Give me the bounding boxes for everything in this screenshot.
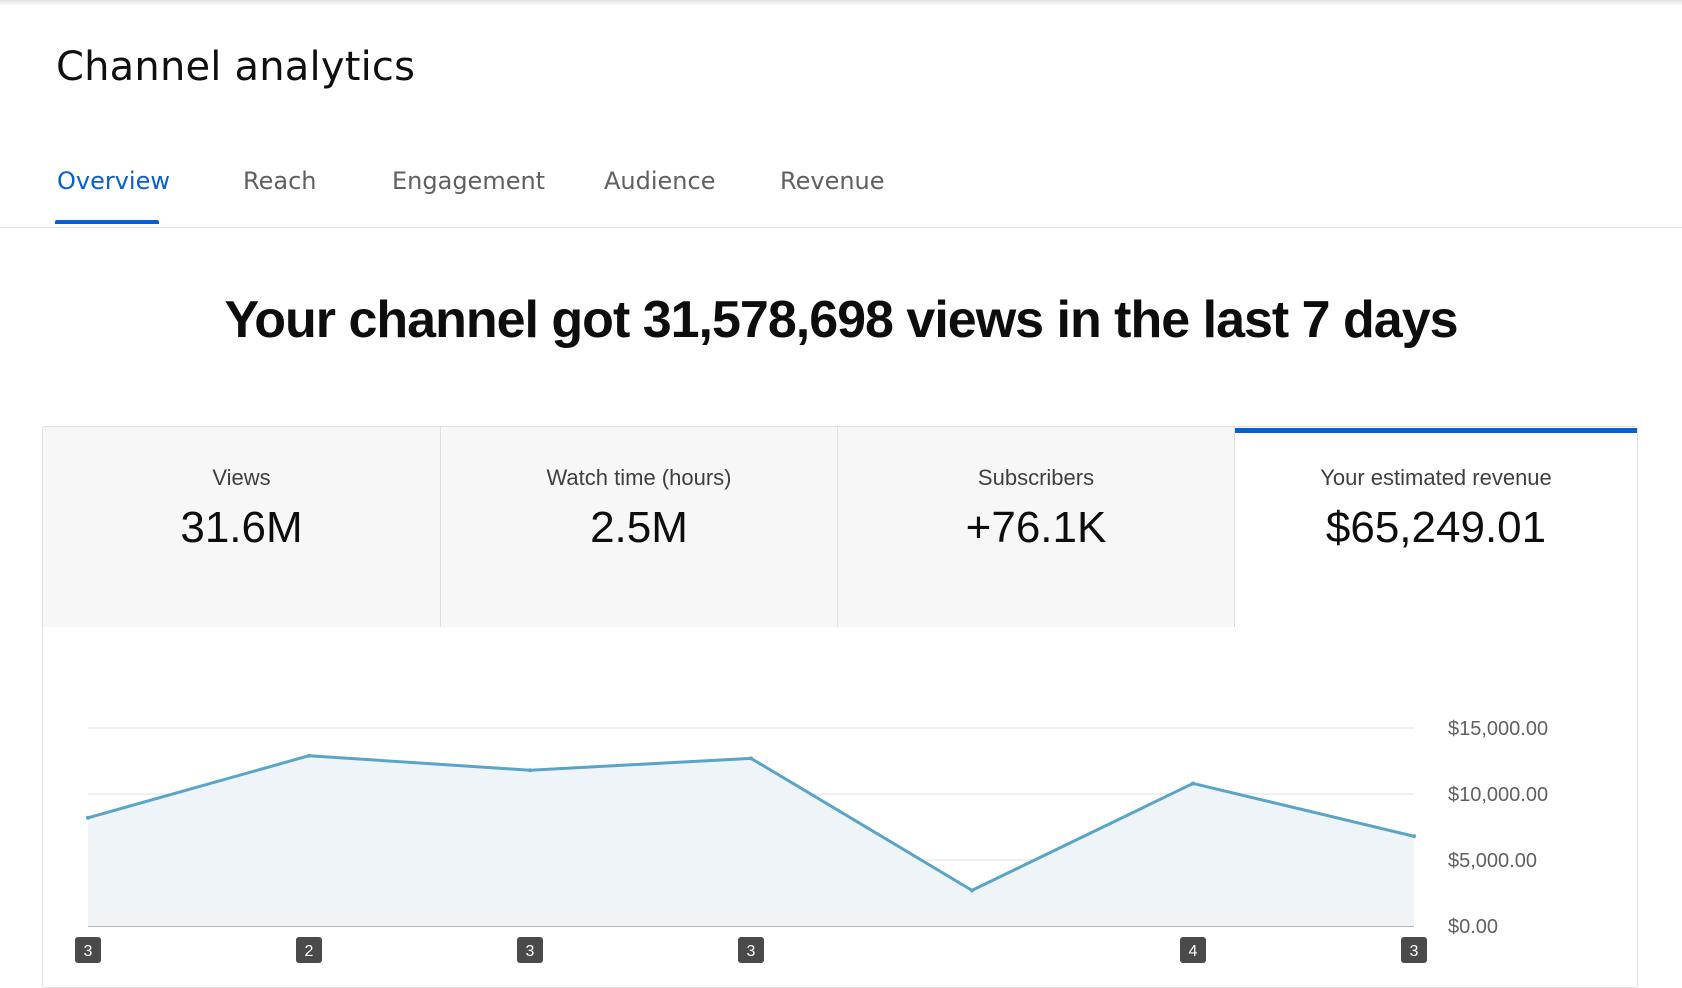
revenue-point <box>86 815 90 820</box>
revenue-point <box>749 756 753 761</box>
metric-value-subscribers: +76.1K <box>965 503 1107 552</box>
y-tick-label: $15,000.00 <box>1448 718 1548 740</box>
metric-tab-estimated-revenue[interactable]: Your estimated revenue $65,249.01 <box>1235 427 1637 627</box>
revenue-point <box>1191 781 1195 786</box>
revenue-chart: $0.00 $5,000.00 $10,000.00 $15,000.00 3 2 3 3 4 3 <box>75 718 1548 963</box>
video-count-marker <box>296 937 322 963</box>
metric-value-views: 31.6M <box>180 503 303 552</box>
metric-tab-views[interactable]: Views 31.6M <box>43 427 441 627</box>
video-count-label: 3 <box>747 943 756 960</box>
metric-value-watch-time: 2.5M <box>590 503 688 552</box>
metric-value-estimated-revenue: $65,249.01 <box>1325 503 1547 552</box>
metrics-card: Views 31.6M Watch time (hours) 2.5M Subs… <box>42 426 1638 988</box>
revenue-area <box>88 755 1414 926</box>
active-tab-indicator <box>55 220 159 224</box>
revenue-point <box>528 768 532 773</box>
tab-reach[interactable]: Reach <box>243 167 317 195</box>
metric-label-watch-time: Watch time (hours) <box>546 465 732 490</box>
y-tick-label: $5,000.00 <box>1448 850 1537 872</box>
tab-overview[interactable]: Overview <box>57 167 170 195</box>
video-count-marker <box>75 937 101 963</box>
revenue-point <box>1412 834 1416 839</box>
analytics-tabs: Overview Reach Engagement Audience Reven… <box>0 150 1682 228</box>
metric-tab-subscribers[interactable]: Subscribers +76.1K <box>838 427 1235 627</box>
revenue-point <box>970 888 974 893</box>
video-count-label: 3 <box>526 943 535 960</box>
video-count-marker <box>1180 937 1206 963</box>
video-count-label: 3 <box>84 943 93 960</box>
metric-tab-watch-time[interactable]: Watch time (hours) 2.5M <box>441 427 838 627</box>
tab-audience[interactable]: Audience <box>604 167 716 195</box>
metric-label-estimated-revenue: Your estimated revenue <box>1320 465 1552 490</box>
video-count-label: 3 <box>1410 943 1419 960</box>
tab-revenue[interactable]: Revenue <box>780 167 885 195</box>
video-count-marker <box>1401 937 1427 963</box>
summary-headline: Your channel got 31,578,698 views in the… <box>224 291 1458 349</box>
video-count-marker <box>517 937 543 963</box>
video-count-label: 2 <box>305 943 314 960</box>
metric-label-views: Views <box>212 465 271 490</box>
y-tick-label: $0.00 <box>1448 916 1498 938</box>
video-count-label: 4 <box>1189 943 1198 960</box>
y-tick-label: $10,000.00 <box>1448 784 1548 806</box>
metric-label-subscribers: Subscribers <box>977 465 1095 490</box>
page-title: Channel analytics <box>56 44 416 90</box>
tab-engagement[interactable]: Engagement <box>392 167 546 195</box>
revenue-point <box>307 753 311 758</box>
video-count-marker <box>738 937 764 963</box>
top-shadow <box>0 0 1682 6</box>
